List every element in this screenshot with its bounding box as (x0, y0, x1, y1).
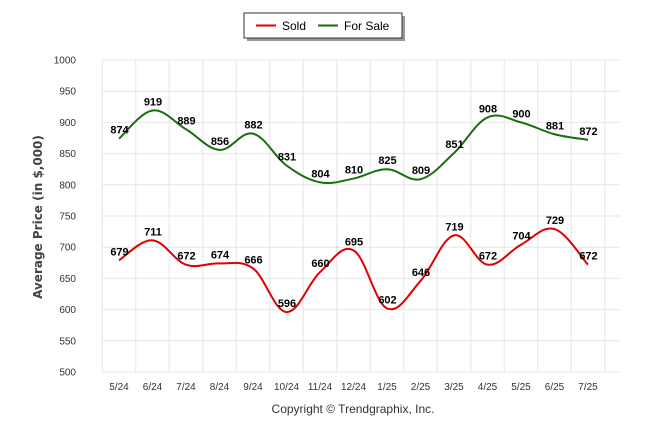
y-tick-label: 700 (59, 243, 76, 254)
y-tick-label: 850 (59, 149, 76, 160)
data-label-sold: 679 (110, 246, 128, 258)
x-tick-label: 4/25 (478, 382, 498, 393)
series-lines (118, 109, 589, 314)
data-label-for-sale: 851 (445, 139, 463, 151)
data-label-sold: 674 (211, 249, 230, 261)
x-tick-label: 10/24 (274, 382, 299, 393)
y-axis-ticks: 500 550 600 650 700 750 800 850 900 950 1000 (54, 56, 77, 379)
x-tick-label: 5/25 (511, 382, 531, 393)
data-label-for-sale: 831 (278, 151, 296, 163)
x-tick-label: 7/24 (176, 382, 196, 393)
data-label-for-sale: 889 (177, 115, 195, 127)
y-tick-label: 750 (59, 212, 76, 223)
y-tick-label: 650 (59, 274, 76, 285)
data-label-for-sale: 804 (311, 168, 330, 180)
data-label-sold: 646 (412, 267, 430, 279)
x-tick-label: 3/25 (444, 382, 464, 393)
data-label-for-sale: 919 (144, 97, 162, 109)
data-label-for-sale: 881 (546, 120, 564, 132)
legend-label-sold: Sold (282, 19, 306, 33)
data-label-for-sale: 810 (345, 165, 363, 177)
data-label-for-sale: 908 (479, 103, 497, 115)
data-label-for-sale: 856 (211, 136, 229, 148)
x-tick-label: 6/24 (143, 382, 163, 393)
data-label-sold: 672 (177, 251, 195, 263)
data-label-sold: 666 (244, 254, 262, 266)
data-label-sold: 729 (546, 215, 564, 227)
data-label-for-sale: 882 (244, 120, 262, 132)
x-tick-label: 5/24 (109, 382, 129, 393)
y-tick-label: 950 (59, 87, 76, 98)
legend-label-for-sale: For Sale (344, 19, 390, 33)
data-labels: 679 711 672 674 666 596 660 695 602 646 719 672 704 7… (110, 97, 597, 311)
data-label-sold: 719 (445, 221, 463, 233)
y-tick-label: 900 (59, 118, 76, 129)
data-label-for-sale: 872 (579, 126, 597, 138)
legend: Sold For Sale (243, 12, 405, 41)
x-tick-label: 11/24 (308, 382, 333, 393)
x-tick-label: 9/24 (243, 382, 263, 393)
x-tick-label: 12/24 (341, 382, 366, 393)
data-label-sold: 695 (345, 236, 363, 248)
data-label-sold: 602 (378, 294, 396, 306)
data-label-sold: 596 (278, 298, 296, 310)
y-tick-label: 1000 (54, 56, 77, 67)
x-tick-label: 7/25 (578, 382, 598, 393)
y-tick-label: 600 (59, 305, 76, 316)
y-tick-label: 800 (59, 180, 76, 191)
x-axis-ticks: 5/24 6/24 7/24 8/24 9/24 10/24 11/24 12/24 1/25 2… (109, 382, 598, 393)
data-label-for-sale: 825 (378, 155, 396, 167)
series-line-for-sale (118, 109, 589, 185)
y-tick-label: 500 (59, 368, 76, 379)
copyright-text: Copyright © Trendgraphix, Inc. (272, 402, 435, 416)
data-label-for-sale: 809 (412, 165, 430, 177)
x-tick-label: 1/25 (377, 382, 397, 393)
data-label-sold: 660 (311, 258, 329, 270)
data-label-sold: 704 (512, 231, 531, 243)
data-label-sold: 672 (579, 251, 597, 263)
data-label-sold: 672 (479, 251, 497, 263)
data-label-for-sale: 874 (110, 125, 129, 137)
x-tick-label: 8/24 (210, 382, 230, 393)
gridlines (101, 59, 620, 373)
y-tick-label: 550 (59, 336, 76, 347)
y-axis-label: Average Price (in $,000) (31, 135, 45, 299)
data-label-for-sale: 900 (512, 108, 530, 120)
series-line-sold (118, 227, 589, 314)
x-tick-label: 6/25 (545, 382, 565, 393)
x-tick-label: 2/25 (411, 382, 431, 393)
data-label-sold: 711 (144, 226, 162, 238)
